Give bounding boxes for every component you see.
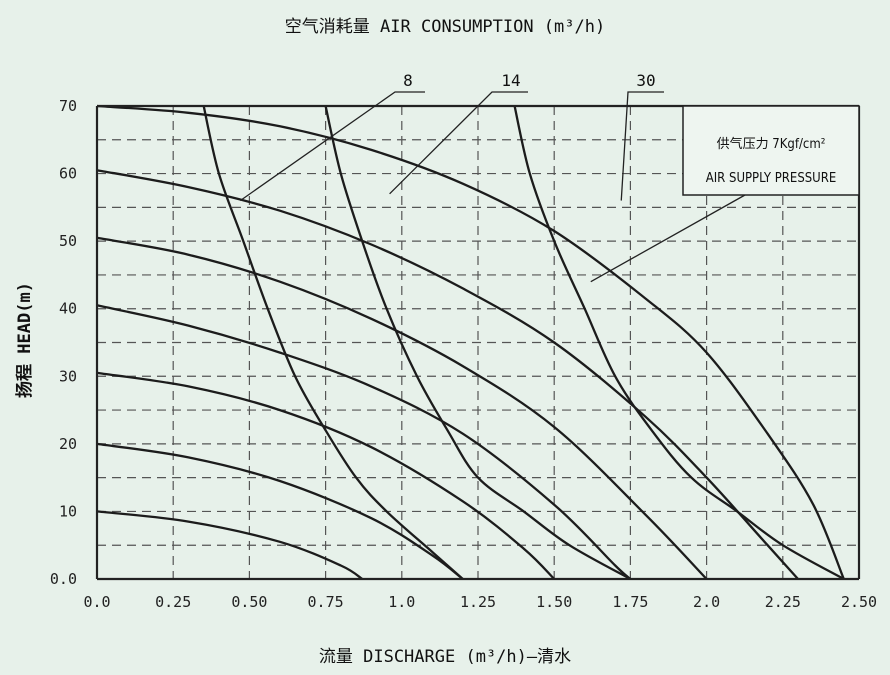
- legend: 供气压力 7Kgf/cm² AIR SUPPLY PRESSURE: [682, 105, 860, 196]
- air-consumption-curve-8: [202, 105, 464, 580]
- x-tick-label: 0.0: [83, 593, 110, 611]
- x-tick-label: 1.25: [460, 593, 496, 611]
- y-tick-label: 70: [59, 97, 77, 115]
- legend-line-1: 供气压力 7Kgf/cm²: [717, 136, 826, 152]
- x-tick-label: 0.25: [155, 593, 191, 611]
- pressure-curve-3: [96, 371, 556, 580]
- y-tick-label: 0.0: [50, 570, 77, 588]
- x-tick-label: 2.0: [693, 593, 720, 611]
- x-tick-label: 2.50: [841, 593, 877, 611]
- air-consumption-curve-30: [513, 105, 845, 581]
- air-consumption-label-14: 14: [501, 71, 520, 90]
- pressure-curve-5: [96, 236, 708, 580]
- leader-line-30: [620, 91, 664, 201]
- y-tick-label: 10: [59, 502, 77, 520]
- pressure-curve-1: [96, 510, 363, 580]
- air-consumption-curve-14: [324, 105, 631, 581]
- x-tick-label: 1.50: [536, 593, 572, 611]
- y-tick-label: 20: [59, 435, 77, 453]
- legend-line-2: AIR SUPPLY PRESSURE: [706, 171, 837, 186]
- leader-layer: [239, 91, 746, 283]
- x-tick-label: 1.0: [388, 593, 415, 611]
- x-tick-label: 0.75: [308, 593, 344, 611]
- y-tick-label: 40: [59, 300, 77, 318]
- chart-title: 空气消耗量 AIR CONSUMPTION (m³/h): [285, 17, 605, 37]
- pressure-curve-7: [96, 104, 845, 580]
- legend-box: [682, 105, 860, 196]
- legend-leader-line: [590, 194, 746, 283]
- y-tick-label: 60: [59, 165, 77, 183]
- x-tick-label: 2.25: [765, 593, 801, 611]
- y-axis-label: 扬程 HEAD(m): [14, 282, 35, 398]
- y-tick-label: 50: [59, 232, 77, 250]
- pressure-curve-6: [96, 169, 799, 580]
- leader-line-14: [389, 91, 528, 195]
- leader-line-8: [239, 91, 425, 202]
- label-layer: 0.0 0.25 0.50 0.75 1.0 1.25 1.50 1.75 2.0 2.25 2.5…: [50, 71, 877, 611]
- y-tick-label: 30: [59, 367, 77, 385]
- curve-layer: [96, 104, 845, 581]
- air-consumption-label-30: 30: [636, 71, 655, 90]
- pressure-curve-4: [96, 304, 632, 580]
- pressure-curve-2: [96, 442, 464, 580]
- grid-layer: [97, 106, 859, 579]
- x-tick-label: 0.50: [231, 593, 267, 611]
- x-axis-label: 流量 DISCHARGE (m³/h)—清水: [319, 647, 571, 667]
- x-tick-label: 1.75: [612, 593, 648, 611]
- air-consumption-label-8: 8: [403, 71, 413, 90]
